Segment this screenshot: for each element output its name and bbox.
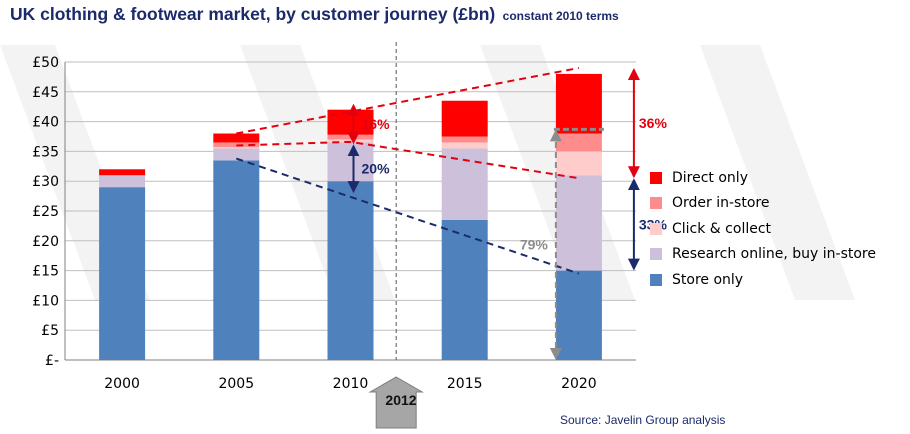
legend-swatch xyxy=(650,197,662,210)
legend-item: Click & collect xyxy=(650,216,876,242)
legend-label: Order in-store xyxy=(672,195,770,212)
legend-item: Direct only xyxy=(650,165,876,191)
bar-segment-store-only xyxy=(213,160,260,360)
y-tick-label: £45 xyxy=(32,85,59,101)
y-tick-label: £30 xyxy=(32,174,59,190)
bar-segment-research-online-buy-in-store xyxy=(213,148,260,161)
chart-legend: Direct only Order in-store Click & colle… xyxy=(650,165,876,293)
bar-segment-store-only xyxy=(555,270,602,360)
x-tick-label: 2000 xyxy=(104,376,140,392)
x-tick-label: 2005 xyxy=(218,376,254,392)
y-tick-label: £5 xyxy=(41,323,59,339)
legend-item: Store only xyxy=(650,267,876,293)
bar-segment-click-collect xyxy=(555,151,602,176)
annotation-label: 36% xyxy=(639,115,668,131)
store-only-trend xyxy=(235,157,580,275)
bar-segment-click-collect xyxy=(213,147,260,149)
bar-segment-order-in-store xyxy=(441,136,488,143)
bar-segment-order-in-store xyxy=(327,134,374,140)
annotation-label: 20% xyxy=(362,161,391,177)
bar-segment-store-only xyxy=(441,219,488,360)
bar-segment-direct-only xyxy=(213,133,260,143)
bar-segment-research-online-buy-in-store xyxy=(555,175,602,271)
title-main: UK clothing & footwear market, by custom… xyxy=(10,4,496,24)
bar-segment-direct-only xyxy=(555,73,602,134)
y-tick-label: £15 xyxy=(32,264,59,280)
legend-label: Research online, buy in-store xyxy=(672,246,876,263)
y-tick-label: £50 xyxy=(32,55,59,71)
bar-segment-order-in-store xyxy=(555,133,602,152)
y-tick-label: £40 xyxy=(32,115,59,131)
year-2012-marker-arrow xyxy=(368,376,425,429)
annotation-label: 16% xyxy=(362,116,391,132)
annotation-label: 79% xyxy=(520,237,549,253)
total-trend xyxy=(236,66,580,135)
legend-swatch xyxy=(650,171,662,184)
legend-swatch xyxy=(650,273,662,286)
bar-segment-store-only xyxy=(99,187,146,360)
year-2012-marker-label: 2012 xyxy=(385,392,417,408)
legend-swatch xyxy=(650,248,662,261)
x-tick-label: 2020 xyxy=(561,376,597,392)
background-chevron xyxy=(700,45,855,300)
legend-item: Research online, buy in-store xyxy=(650,242,876,268)
legend-item: Order in-store xyxy=(650,191,876,217)
y-tick-label: £- xyxy=(45,353,59,369)
bar-segment-research-online-buy-in-store xyxy=(99,175,146,188)
legend-swatch xyxy=(650,222,662,235)
x-tick-label: 2010 xyxy=(333,376,369,392)
x-tick-label: 2015 xyxy=(447,376,483,392)
y-tick-label: £20 xyxy=(32,234,59,250)
y-tick-label: £35 xyxy=(32,144,59,160)
y-tick-label: £10 xyxy=(32,293,59,309)
legend-label: Store only xyxy=(672,271,744,288)
bar-segment-direct-only xyxy=(441,100,488,137)
bar-segment-click-collect xyxy=(441,142,488,149)
chart-title: UK clothing & footwear market, by custom… xyxy=(10,4,619,25)
legend-label: Direct only xyxy=(672,169,748,186)
bar-segment-direct-only xyxy=(99,169,146,176)
legend-label: Click & collect xyxy=(672,220,772,237)
source-note: Source: Javelin Group analysis xyxy=(560,413,726,427)
bar-segment-store-only xyxy=(327,181,374,360)
title-subtitle: constant 2010 terms xyxy=(502,9,619,23)
y-tick-label: £25 xyxy=(32,204,59,220)
